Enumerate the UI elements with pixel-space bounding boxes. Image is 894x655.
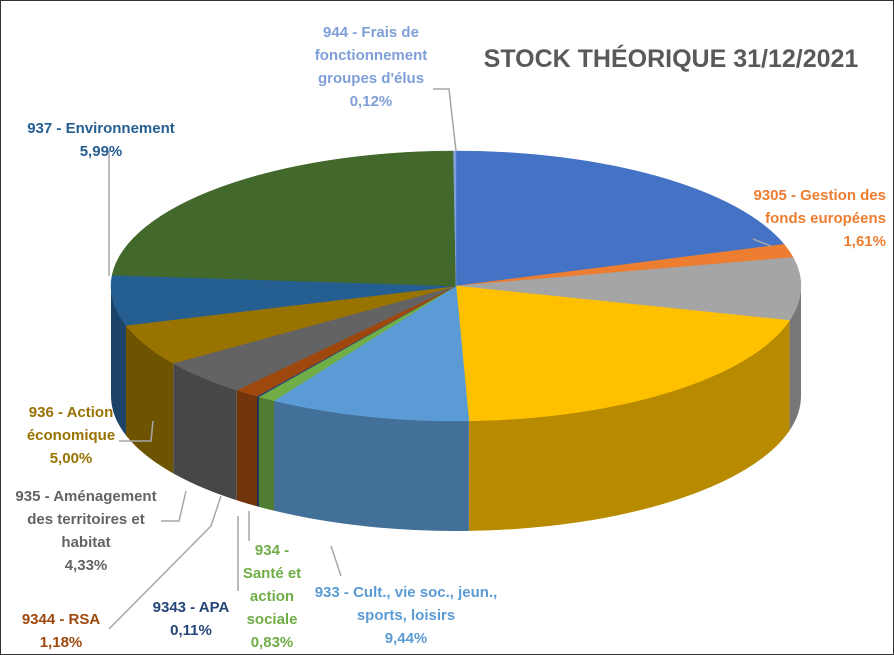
slice bbox=[455, 285, 791, 422]
slice-side bbox=[789, 286, 801, 431]
slice-side bbox=[274, 400, 469, 531]
slice bbox=[111, 150, 457, 287]
label-value: 5,99% bbox=[79, 143, 123, 160]
leader-line bbox=[433, 88, 457, 152]
slice-side bbox=[236, 390, 258, 507]
label-name: 9344 - RSA bbox=[21, 611, 101, 628]
leader-line bbox=[330, 545, 342, 577]
data-label: 936 - Action économique 5,00% bbox=[11, 401, 131, 470]
label-name: 944 - Frais de fonctionnement groupes d'… bbox=[314, 24, 428, 87]
label-name: 9305 - Gestion des fonds européens bbox=[753, 187, 886, 227]
label-name: 936 - Action économique bbox=[26, 404, 116, 444]
data-label: 933 - Cult., vie soc., jeun., sports, lo… bbox=[306, 581, 506, 650]
label-name: 937 - Environnement bbox=[27, 120, 175, 137]
label-value: 0,11% bbox=[170, 622, 212, 639]
data-label: 937 - Environnement 5,99% bbox=[11, 117, 191, 163]
slice bbox=[110, 274, 457, 326]
label-value: 4,33% bbox=[64, 557, 108, 574]
label-value: 5,00% bbox=[49, 450, 93, 467]
slice-side bbox=[257, 396, 259, 507]
chart-title: STOCK THÉORIQUE 31/12/2021 bbox=[483, 45, 859, 73]
label-value: 1,61% bbox=[843, 233, 886, 250]
leader-line bbox=[161, 490, 187, 522]
label-name: 934 - Santé et action sociale bbox=[242, 542, 302, 628]
slice-side bbox=[258, 396, 275, 511]
leader-line bbox=[752, 238, 772, 247]
slice-side bbox=[468, 320, 790, 531]
slice-side bbox=[125, 325, 174, 474]
label-name: 9343 - APA bbox=[152, 599, 230, 616]
leader-line bbox=[119, 420, 154, 442]
label-name: 935 - Aménagement des territoires et hab… bbox=[15, 488, 157, 551]
data-label: 9343 - APA 0,11% bbox=[141, 596, 241, 642]
label-value: 9,44% bbox=[384, 630, 428, 647]
label-value: 0,12% bbox=[349, 93, 393, 110]
data-label: 9305 - Gestion des fonds européens 1,61% bbox=[751, 184, 886, 253]
data-label: 935 - Aménagement des territoires et hab… bbox=[6, 485, 166, 577]
slice-side bbox=[173, 363, 237, 501]
label-name: 933 - Cult., vie soc., jeun., sports, lo… bbox=[314, 584, 498, 624]
label-value: 1,18% bbox=[39, 634, 83, 651]
slice bbox=[455, 150, 785, 287]
slice-side bbox=[111, 286, 126, 436]
label-value: 0,83% bbox=[250, 634, 294, 651]
slice bbox=[273, 285, 470, 422]
data-label: 934 - Santé et action sociale 0,83% bbox=[236, 539, 308, 654]
slice bbox=[455, 257, 802, 321]
data-label: 9344 - RSA 1,18% bbox=[11, 608, 111, 654]
leader-line bbox=[108, 495, 222, 630]
data-label: 944 - Frais de fonctionnement groupes d'… bbox=[286, 21, 456, 113]
